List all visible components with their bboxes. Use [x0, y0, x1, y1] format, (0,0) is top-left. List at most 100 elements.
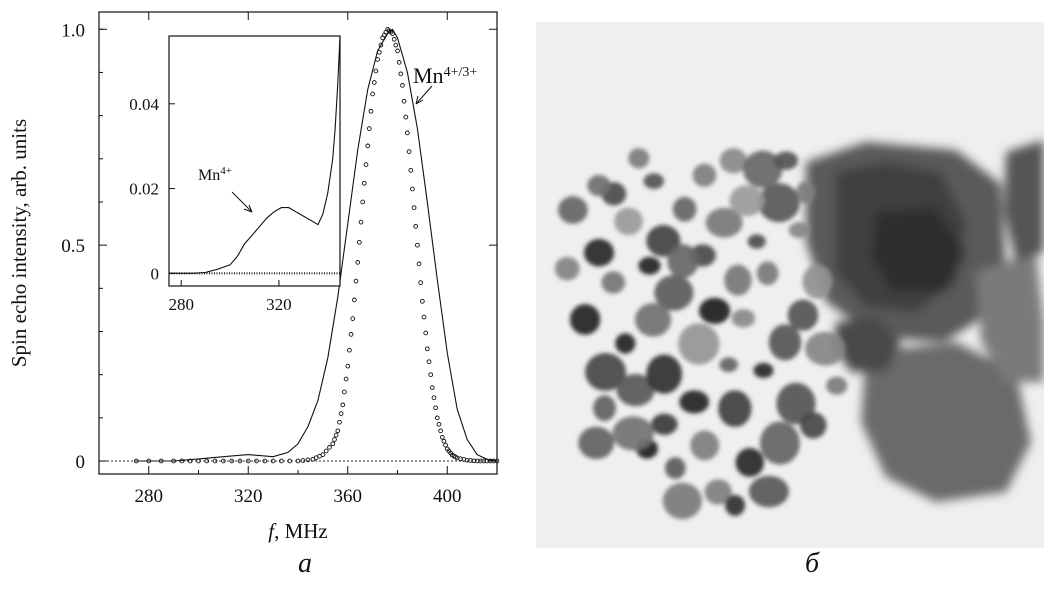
nanoparticle — [742, 150, 783, 188]
series-point — [295, 458, 301, 464]
nanoparticle — [646, 354, 683, 394]
x-tick-label: 320 — [234, 486, 263, 507]
series-point — [420, 298, 425, 304]
series-point — [287, 458, 293, 464]
inset-annotation-sup: 4+ — [220, 165, 232, 177]
x-axis-ticks: 280 320 360 400 — [135, 12, 498, 507]
nanoparticle — [731, 309, 756, 328]
series-point — [361, 180, 367, 186]
series-point — [429, 385, 435, 390]
spin-echo-chart: 280 320 360 400 0 0.5 1.0 f, MHz Spin echo in… — [7, 11, 500, 543]
series-point — [245, 458, 251, 464]
nanoparticle — [678, 323, 720, 365]
peak-annotation-arrow — [415, 85, 433, 105]
nanoparticle — [719, 357, 738, 373]
inset-annotation: Mn4+ — [198, 165, 232, 184]
inset-y-tick-label: 0 — [151, 264, 160, 283]
series-point — [416, 261, 422, 267]
series-point — [415, 242, 420, 248]
nanoparticle — [558, 196, 588, 224]
peak-annotation: Mn4+/3+ — [413, 63, 477, 88]
series-point — [434, 415, 440, 421]
nanoparticle — [634, 302, 672, 337]
nanoparticle — [756, 261, 779, 286]
series-point — [357, 239, 362, 245]
inset-frame — [168, 35, 341, 287]
series-point — [443, 442, 448, 448]
series-point — [323, 448, 329, 454]
series-point — [187, 458, 193, 464]
series-point — [363, 162, 369, 167]
series-point — [488, 458, 493, 464]
x-axis-title: f, MHz — [268, 519, 328, 543]
series-point — [468, 458, 473, 463]
series-point — [133, 458, 139, 464]
nanoparticle — [776, 382, 816, 425]
series-point — [237, 458, 243, 464]
nanoparticle — [759, 421, 800, 465]
nanoparticle — [705, 207, 743, 238]
nanoparticle — [665, 457, 686, 479]
inset-y-ticks: 0 0.02 0.04 — [129, 95, 175, 283]
series-point — [413, 224, 419, 229]
nanoparticle — [585, 353, 626, 391]
series-point — [212, 458, 218, 464]
series-point — [371, 80, 377, 85]
nanoparticle — [768, 324, 802, 361]
series-point — [254, 458, 259, 464]
series-point — [410, 186, 415, 192]
nanoparticle — [788, 222, 810, 239]
series-point — [345, 363, 351, 369]
nanoparticle — [719, 148, 748, 174]
nanoparticle — [704, 479, 732, 505]
series-point — [474, 458, 480, 464]
nanoparticle — [724, 494, 746, 516]
series-point — [378, 42, 384, 48]
series-point — [171, 458, 176, 464]
series-point — [337, 419, 342, 425]
series-line — [136, 28, 498, 462]
series-point — [373, 68, 379, 74]
main-series-group — [133, 26, 500, 464]
y-tick-label: 1.0 — [61, 20, 85, 41]
series-point — [158, 458, 164, 464]
x-axis-title-rest: , MHz — [274, 519, 328, 543]
nanoparticle — [654, 274, 694, 311]
nanoparticle — [612, 416, 655, 451]
nanoparticle — [690, 430, 720, 461]
series-point — [366, 126, 372, 131]
nanoparticle — [758, 183, 800, 223]
nanoparticle — [748, 475, 790, 508]
series-point — [494, 458, 500, 464]
series-point — [270, 458, 276, 464]
inset-x-ticks: 280 320 — [168, 280, 292, 314]
series-point — [305, 457, 311, 463]
peak-annotation-base: Mn — [413, 63, 444, 88]
series-point — [426, 359, 432, 365]
panel-a-label: a — [298, 548, 312, 579]
nanoparticle — [583, 238, 615, 267]
nanoparticle — [651, 413, 678, 436]
nanoparticle — [787, 299, 819, 331]
series-point — [471, 458, 477, 464]
nanoparticle — [800, 412, 827, 439]
x-tick-label: 360 — [334, 486, 363, 507]
series-point — [358, 219, 364, 225]
series-point — [330, 441, 336, 447]
series-point — [411, 205, 417, 211]
series-point — [333, 432, 339, 438]
series-point — [428, 372, 434, 378]
series-point — [370, 91, 375, 97]
inset-x-tick-label: 320 — [266, 295, 292, 314]
y-tick-label: 0 — [76, 452, 86, 473]
x-tick-label: 280 — [135, 486, 164, 507]
nanoparticle — [679, 390, 710, 414]
nanoparticle — [628, 148, 650, 169]
series-point — [320, 452, 326, 457]
series-point — [340, 402, 346, 408]
nanoparticle — [554, 256, 580, 281]
series-point — [464, 457, 470, 463]
series-point — [478, 458, 483, 464]
series-point — [355, 260, 361, 265]
series-point — [196, 458, 201, 464]
